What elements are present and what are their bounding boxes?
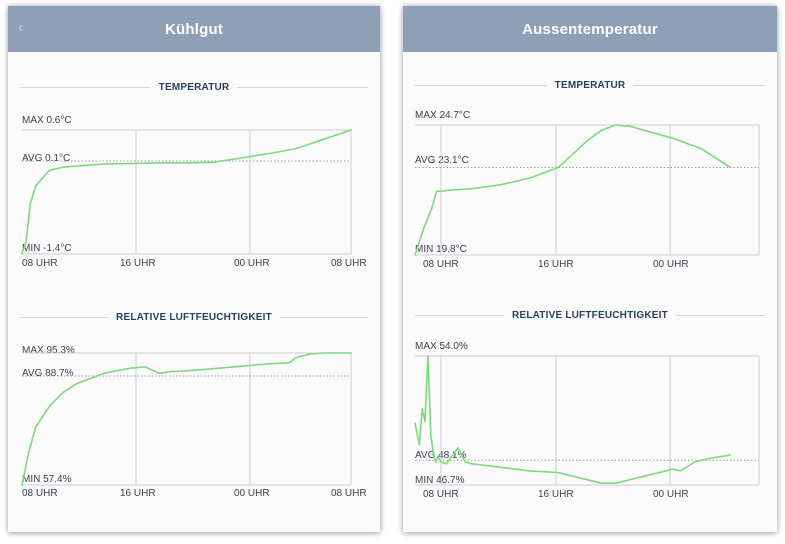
max-label: MAX 95.3% [22, 345, 75, 356]
x-tick-label: 08 UHR [423, 259, 459, 270]
panel-header: Aussentemperatur [403, 6, 777, 52]
panel-header: ‹ Kühlgut [8, 6, 380, 52]
x-tick-label: 16 UHR [120, 258, 156, 269]
max-label: MAX 24.7°C [415, 110, 471, 121]
x-tick-label: 08 UHR [331, 258, 367, 269]
x-tick-label: 00 UHR [234, 258, 270, 269]
max-label: MAX 0.6°C [22, 115, 72, 126]
avg-label: AVG 23.1°C [415, 155, 469, 166]
section-title-humidity: RELATIVE LUFTFEUCHTIGKEIT [403, 308, 777, 322]
series-line [21, 129, 352, 255]
x-tick-label: 16 UHR [120, 488, 156, 499]
series-line [21, 352, 352, 486]
humidity-chart [414, 355, 760, 486]
avg-label: AVG 0.1°C [22, 153, 71, 164]
series-line [414, 355, 732, 484]
avg-label: AVG 88.7% [22, 368, 74, 379]
temperature-chart [21, 129, 352, 255]
x-tick-label: 16 UHR [538, 259, 574, 270]
x-tick-label: 00 UHR [234, 488, 270, 499]
x-tick-label: 08 UHR [423, 489, 459, 500]
chevron-left-icon[interactable]: ‹ [18, 19, 24, 36]
panel-aussentemperatur: Aussentemperatur TEMPERATUR MAX 24.7°C A… [403, 6, 777, 532]
panel-title: Aussentemperatur [522, 20, 658, 38]
x-tick-label: 08 UHR [331, 488, 367, 499]
section-title-temperature: TEMPERATUR [403, 78, 777, 92]
panel-body: TEMPERATUR MAX 24.7°C AVG 23.1°C MIN 19.… [403, 52, 777, 532]
series-line [414, 124, 732, 256]
max-label: MAX 54.0% [415, 341, 468, 352]
x-tick-label: 16 UHR [538, 489, 574, 500]
panel-body: TEMPERATUR MAX 0.6°C AVG 0.1°C MIN -1.4°… [8, 52, 380, 532]
humidity-chart [21, 352, 352, 486]
x-tick-label: 08 UHR [22, 488, 58, 499]
x-tick-label: 08 UHR [22, 258, 58, 269]
section-title-temperature: TEMPERATUR [8, 80, 380, 94]
x-tick-label: 00 UHR [653, 489, 689, 500]
panel-kuehlgut: ‹ Kühlgut TEMPERATUR MAX 0.6°C AVG 0.1°C… [8, 6, 380, 532]
panel-title: Kühlgut [164, 20, 224, 38]
min-label: MIN 57.4% [22, 474, 72, 485]
temperature-chart [414, 124, 760, 256]
min-label: MIN 46.7% [415, 475, 465, 486]
min-label: MIN -1.4°C [22, 243, 72, 254]
x-tick-label: 00 UHR [653, 259, 689, 270]
section-title-humidity: RELATIVE LUFTFEUCHTIGKEIT [8, 310, 380, 324]
